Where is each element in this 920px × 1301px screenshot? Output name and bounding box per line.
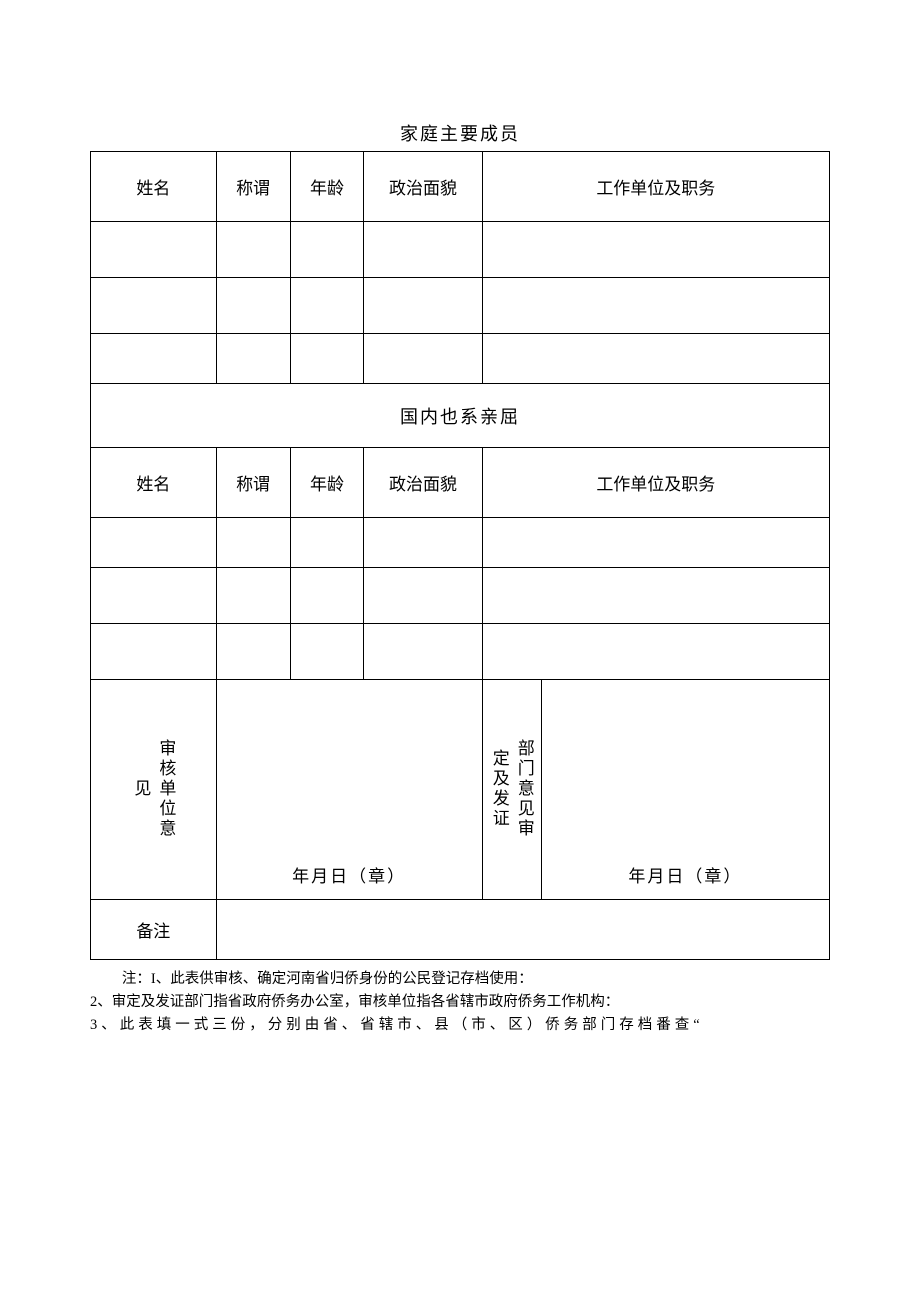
header-row-2: 姓名 称谓 年龄 政治面貌 工作单位及职务	[91, 448, 830, 518]
hdr-work: 工作单位及职务	[482, 152, 829, 222]
table-row	[91, 278, 830, 334]
review-date-stamp-left: 年月日（章）	[217, 862, 482, 887]
hdr-name: 姓名	[91, 152, 217, 222]
hdr-political: 政治面貌	[364, 152, 482, 222]
hdr-age-2: 年龄	[290, 448, 364, 518]
form-table: 姓名 称谓 年龄 政治面貌 工作单位及职务 国内也系亲屈 姓名 称谓 年龄 政治…	[90, 151, 830, 960]
review-unit-label: 审核单位意见	[128, 735, 178, 845]
section-title-2: 国内也系亲屈	[91, 384, 830, 448]
remark-row: 备注	[91, 900, 830, 960]
signature-row: 审核单位意见 年月日（章） 部门意见审定及发证 年月日（章）	[91, 680, 830, 900]
table-row	[91, 624, 830, 680]
review-unit-area: 年月日（章）	[216, 680, 482, 900]
cert-dept-label: 部门意见审定及发证	[487, 735, 537, 845]
remark-area	[216, 900, 829, 960]
hdr-age: 年龄	[290, 152, 364, 222]
section-row-2: 国内也系亲屈	[91, 384, 830, 448]
note-line-2: 2、审定及发证部门指省政府侨务办公室，审核单位指各省辖市政府侨务工作机构：	[90, 991, 830, 1014]
hdr-name-2: 姓名	[91, 448, 217, 518]
hdr-relation: 称谓	[216, 152, 290, 222]
review-unit-label-cell: 审核单位意见	[91, 680, 217, 900]
notes-block: 注：I、此表供审核、确定河南省归侨身份的公民登记存档使用： 2、审定及发证部门指…	[90, 968, 830, 1038]
review-date-stamp-right: 年月日（章）	[542, 862, 829, 887]
hdr-political-2: 政治面貌	[364, 448, 482, 518]
hdr-work-2: 工作单位及职务	[482, 448, 829, 518]
note-line-1: 注：I、此表供审核、确定河南省归侨身份的公民登记存档使用：	[90, 968, 830, 991]
table-row	[91, 334, 830, 384]
note-line-3: 3、此表填一式三份，分别由省、省辖市、县（市、区）侨务部门存档番查“	[90, 1014, 830, 1037]
table-row	[91, 568, 830, 624]
cert-dept-label-cell: 部门意见审定及发证	[482, 680, 541, 900]
remark-label: 备注	[91, 900, 217, 960]
hdr-relation-2: 称谓	[216, 448, 290, 518]
header-row-1: 姓名 称谓 年龄 政治面貌 工作单位及职务	[91, 152, 830, 222]
table-row	[91, 222, 830, 278]
table-row	[91, 518, 830, 568]
section-title-1: 家庭主要成员	[90, 120, 830, 146]
cert-dept-area: 年月日（章）	[541, 680, 829, 900]
